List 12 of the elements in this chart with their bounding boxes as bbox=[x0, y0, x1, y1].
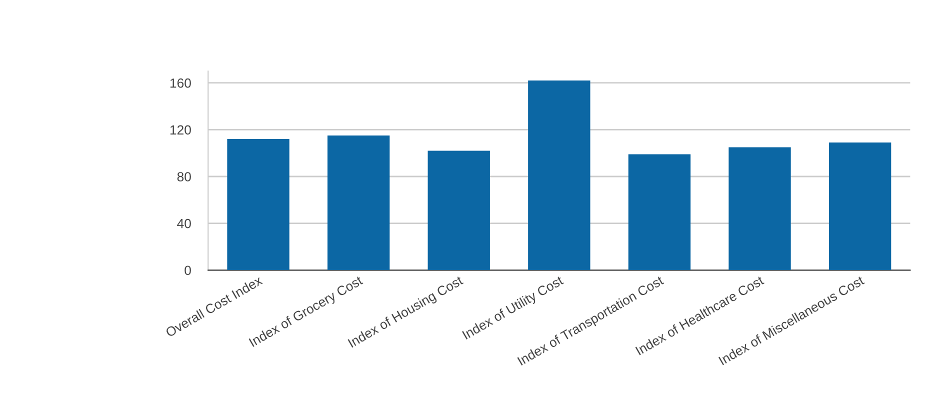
y-tick-label: 80 bbox=[177, 172, 191, 182]
bar bbox=[528, 80, 590, 270]
bar bbox=[828, 142, 892, 270]
y-tick-label: 160 bbox=[170, 78, 191, 88]
bar bbox=[227, 139, 290, 270]
bar bbox=[327, 136, 390, 270]
y-tick-label: 0 bbox=[184, 266, 191, 276]
y-tick-label: 120 bbox=[170, 125, 191, 135]
bar bbox=[728, 147, 791, 270]
y-tick-label: 40 bbox=[177, 218, 191, 228]
bar bbox=[628, 154, 691, 270]
bar bbox=[428, 150, 490, 270]
